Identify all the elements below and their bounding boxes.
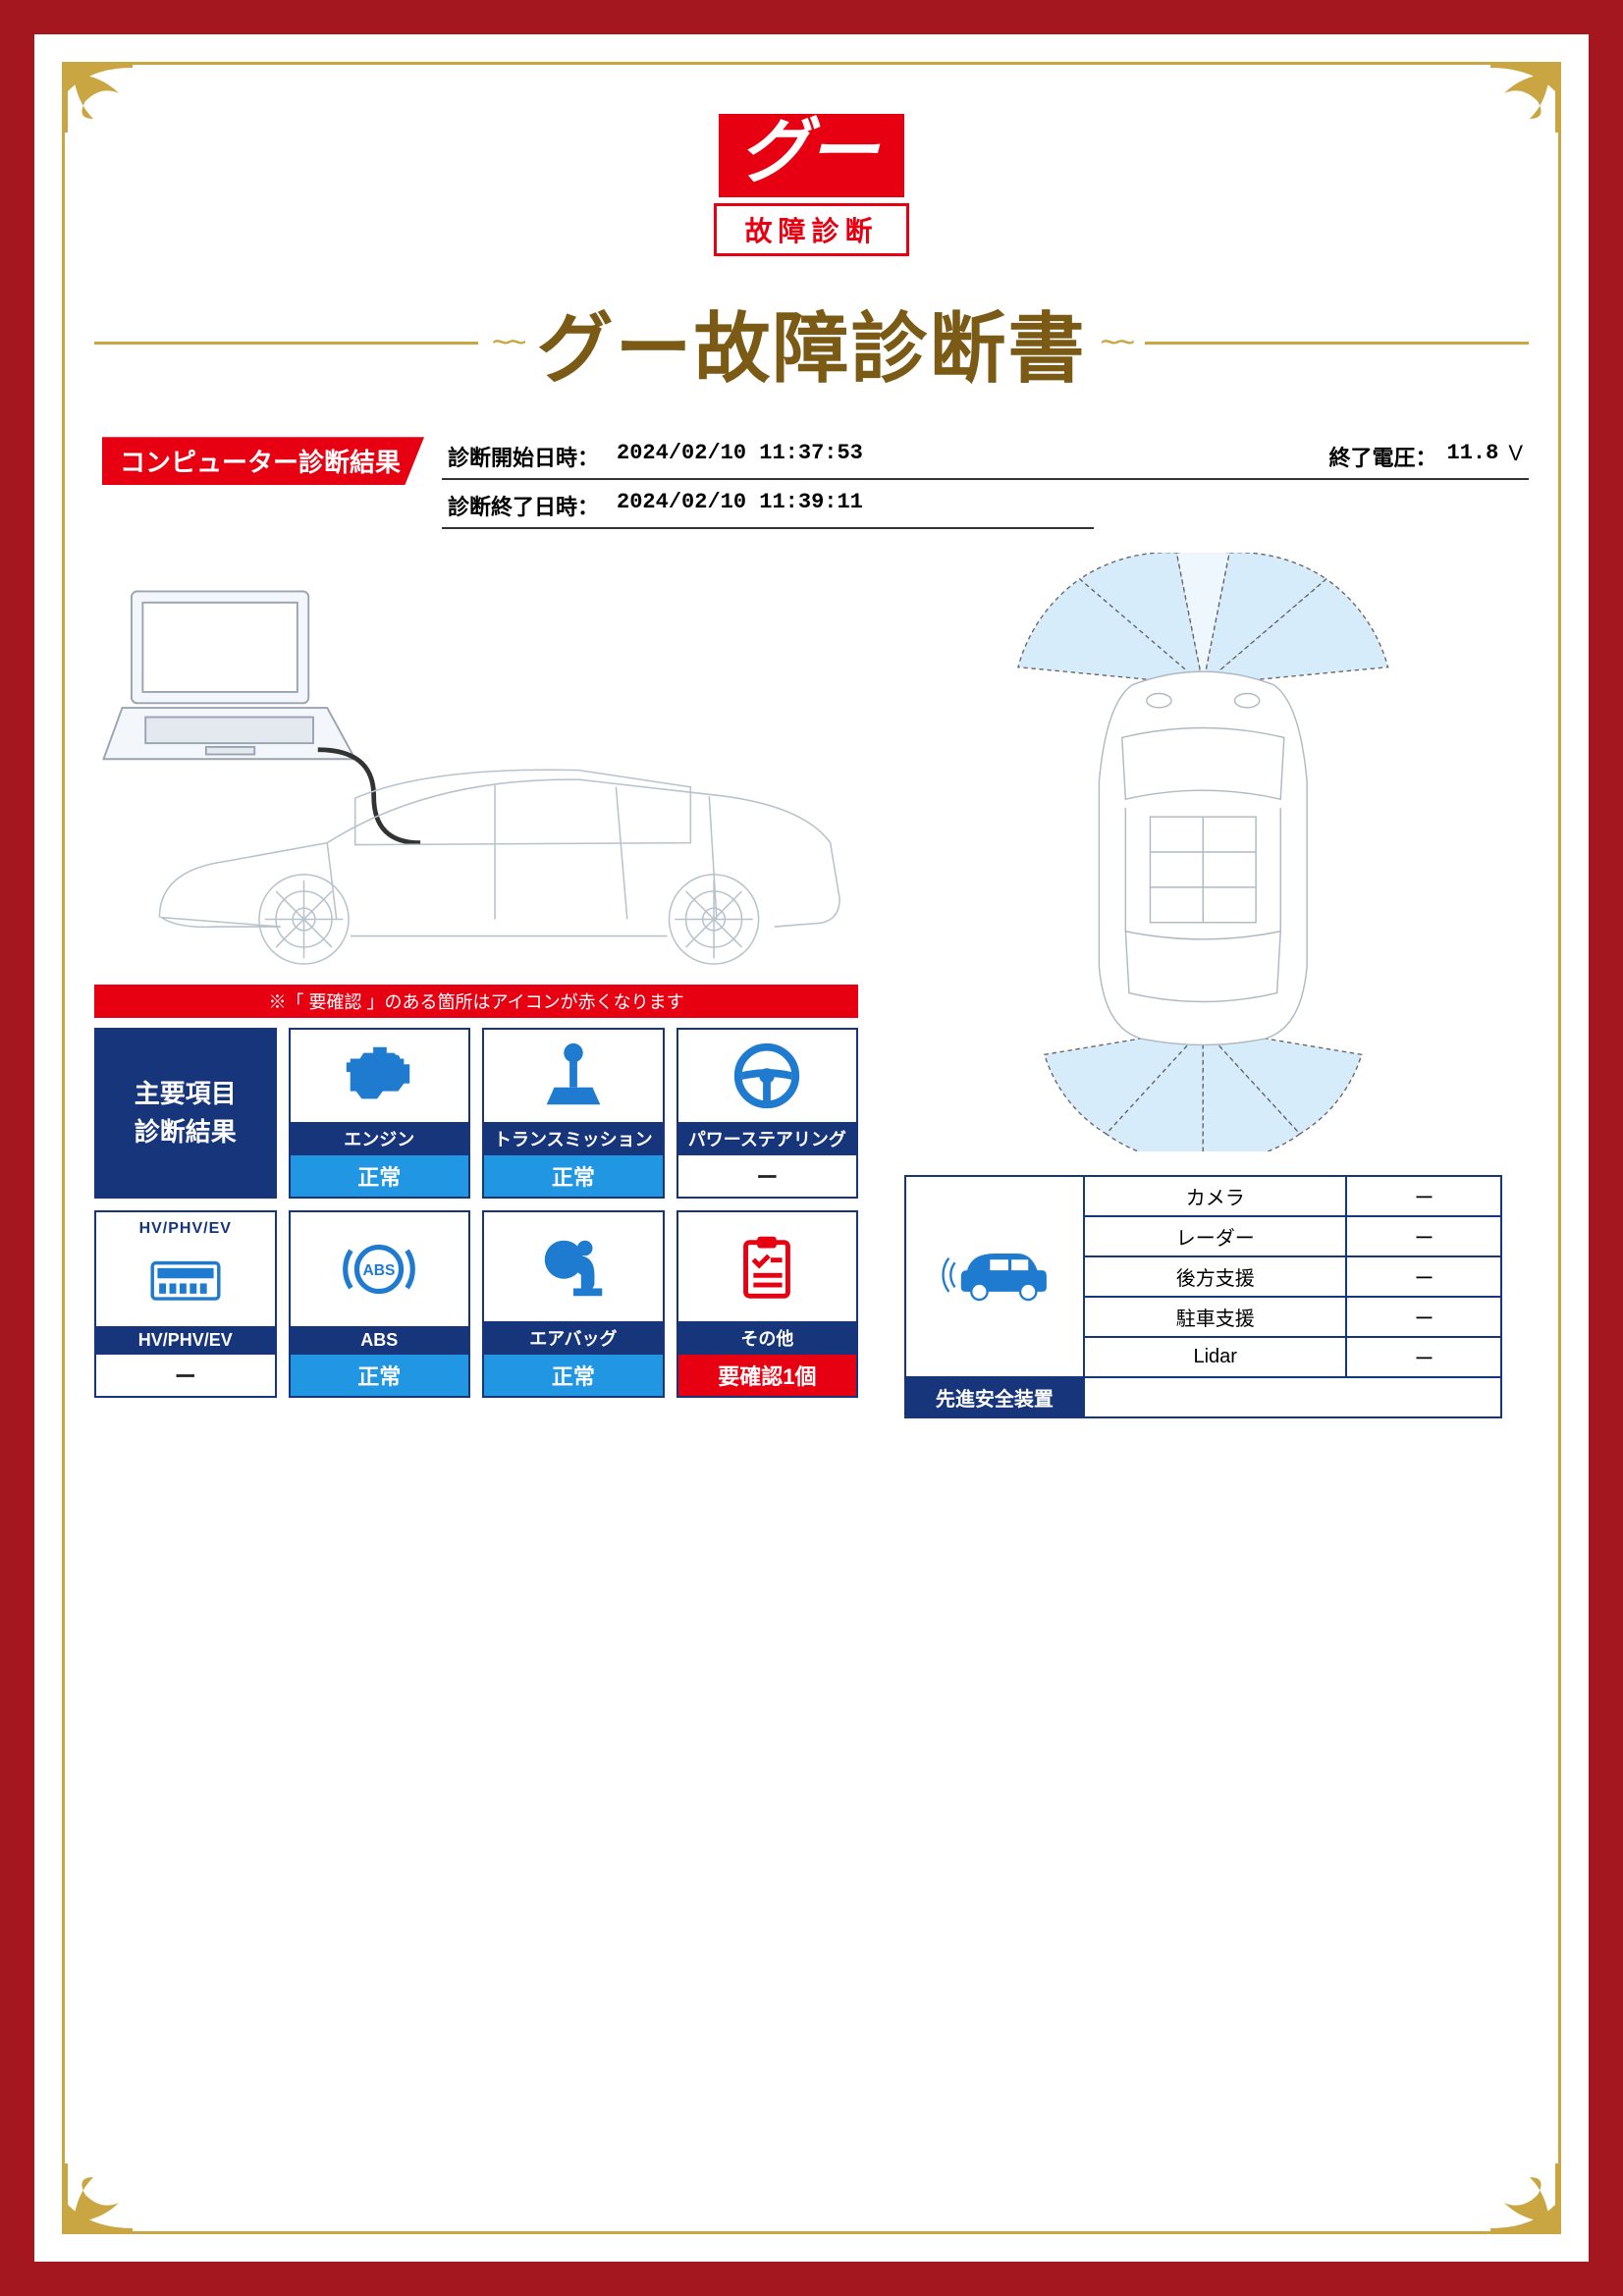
title-rule-left (94, 342, 478, 345)
meta-header-row: コンピューター診断結果 診断開始日時： 2024/02/10 11:37:53 … (94, 437, 1529, 535)
end-time-label: 診断終了日時： (448, 490, 599, 521)
cell-engine: エンジン 正常 (289, 1028, 471, 1199)
page-title: グー故障診断書 (537, 288, 1087, 398)
safety-row-value: ー (1346, 1297, 1501, 1337)
grid-note: ※「 要確認 」のある箇所はアイコンが赤くなります (94, 985, 858, 1018)
meta-line-end: 診断終了日時： 2024/02/10 11:39:11 (442, 486, 1094, 529)
voltage-value: 11.8 (1447, 441, 1499, 472)
cell-power-steering: パワーステアリング ー (676, 1028, 859, 1199)
safety-row-label: レーダー (1084, 1216, 1346, 1256)
meta-line-start: 診断開始日時： 2024/02/10 11:37:53 終了電圧： 11.8 V (442, 437, 1529, 480)
diagram-area: ※「 要確認 」のある箇所はアイコンが赤くなります 主要項目 診断結果 エンジン… (94, 553, 1529, 1418)
abs-icon: ABS (291, 1212, 469, 1326)
cell-hv-phv-ev: HV/PHV/EV HV/PHV/EV ー (94, 1210, 277, 1398)
corner-ornament-icon (1490, 62, 1561, 133)
steering-wheel-icon (678, 1030, 857, 1122)
start-time-value: 2024/02/10 11:37:53 (617, 441, 863, 472)
laptop-car-illustration (94, 553, 858, 975)
hv-icon-label: HV/PHV/EV (139, 1220, 232, 1238)
cell-name: パワーステアリング (678, 1122, 857, 1155)
brand-logo: グー 故障診断 (94, 114, 1529, 256)
cell-status: 正常 (484, 1355, 663, 1396)
brand-logo-subtitle: 故障診断 (714, 203, 908, 256)
cell-status: 正常 (291, 1155, 469, 1197)
transmission-icon (484, 1030, 663, 1122)
brand-logo-text: グー (719, 114, 903, 197)
svg-text:ABS: ABS (363, 1262, 396, 1279)
page-inner: グー 故障診断 ~~ グー故障診断書 ~~ コンピューター診断結果 診断開始日時… (62, 62, 1561, 2234)
safety-row-value: ー (1346, 1337, 1501, 1377)
title-rule-right (1145, 342, 1529, 345)
safety-equipment-table: カメラーレーダーー後方支援ー駐車支援ーLidarー先進安全装置 (904, 1175, 1503, 1418)
cell-abs: ABS ABS 正常 (289, 1210, 471, 1398)
cell-status: 要確認1個 (678, 1355, 857, 1396)
cell-status: ー (678, 1155, 857, 1197)
page-outer: グー 故障診断 ~~ グー故障診断書 ~~ コンピューター診断結果 診断開始日時… (34, 34, 1589, 2262)
section-tag: コンピューター診断結果 (102, 437, 424, 485)
diagnosis-grid: 主要項目 診断結果 エンジン 正常 トランスミッション (94, 1028, 858, 1398)
safety-row-value: ー (1346, 1256, 1501, 1297)
safety-row-label: 後方支援 (1084, 1256, 1346, 1297)
cell-name: トランスミッション (484, 1122, 663, 1155)
cell-name: その他 (678, 1321, 857, 1355)
safety-car-icon (905, 1176, 1084, 1377)
cell-name: エアバッグ (484, 1321, 663, 1355)
safety-row-label: Lidar (1084, 1337, 1346, 1377)
cell-airbag: エアバッグ 正常 (482, 1210, 665, 1398)
safety-row-value: ー (1346, 1176, 1501, 1216)
engine-icon (291, 1030, 469, 1122)
cell-status: 正常 (484, 1155, 663, 1197)
safety-row-label: 駐車支援 (1084, 1297, 1346, 1337)
corner-ornament-icon (62, 62, 133, 133)
diagram-right-column: カメラーレーダーー後方支援ー駐車支援ーLidarー先進安全装置 (878, 553, 1529, 1418)
flourish-icon: ~~ (492, 324, 523, 362)
start-time-label: 診断開始日時： (448, 441, 599, 472)
clipboard-icon (678, 1212, 857, 1321)
cell-name: ABS (291, 1326, 469, 1355)
meta-fields: 診断開始日時： 2024/02/10 11:37:53 終了電圧： 11.8 V… (442, 437, 1529, 535)
flourish-icon: ~~ (1101, 324, 1132, 362)
safety-header: 先進安全装置 (905, 1377, 1084, 1417)
airbag-icon (484, 1212, 663, 1321)
car-top-sensor-illustration (910, 553, 1496, 1151)
grid-header-cell: 主要項目 診断結果 (94, 1028, 277, 1199)
cell-transmission: トランスミッション 正常 (482, 1028, 665, 1199)
voltage-label: 終了電圧： (1328, 441, 1436, 472)
corner-ornament-icon (62, 2163, 133, 2234)
cell-status: 正常 (291, 1355, 469, 1396)
voltage-unit: V (1508, 441, 1523, 472)
corner-ornament-icon (1490, 2163, 1561, 2234)
diagram-left-column: ※「 要確認 」のある箇所はアイコンが赤くなります 主要項目 診断結果 エンジン… (94, 553, 858, 1418)
cell-name: エンジン (291, 1122, 469, 1155)
grid-header-text: 主要項目 診断結果 (135, 1075, 237, 1151)
hv-battery-icon: HV/PHV/EV (96, 1212, 275, 1326)
end-time-value: 2024/02/10 11:39:11 (617, 490, 863, 521)
title-row: ~~ グー故障診断書 ~~ (94, 288, 1529, 398)
safety-row-label: カメラ (1084, 1176, 1346, 1216)
cell-name: HV/PHV/EV (96, 1326, 275, 1355)
safety-row-value: ー (1346, 1216, 1501, 1256)
cell-other: その他 要確認1個 (676, 1210, 859, 1398)
cell-status: ー (96, 1355, 275, 1396)
